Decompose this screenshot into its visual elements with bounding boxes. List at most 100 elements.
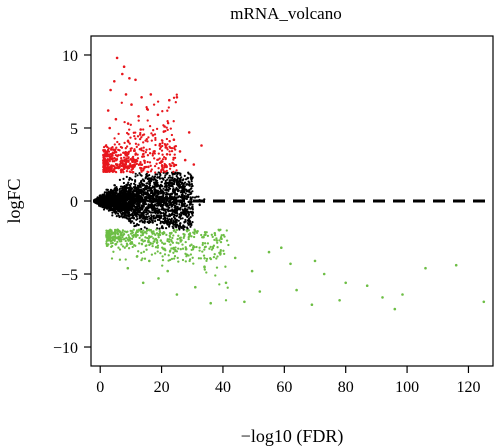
point-not-significant <box>190 185 193 188</box>
point-up-regulated <box>108 160 111 163</box>
point-not-significant <box>178 216 181 219</box>
point-up-regulated <box>141 134 144 137</box>
point-not-significant <box>145 213 148 216</box>
point-not-significant <box>146 218 149 221</box>
point-not-significant <box>164 208 167 211</box>
point-not-significant <box>137 194 140 197</box>
point-up-regulated <box>105 144 108 147</box>
point-not-significant <box>187 210 190 214</box>
point-not-significant <box>118 178 121 181</box>
point-not-significant <box>142 217 146 220</box>
point-not-significant <box>174 225 177 228</box>
point-up-regulated <box>129 147 132 150</box>
point-down-regulated <box>218 239 221 242</box>
point-not-significant <box>191 196 194 199</box>
point-not-significant <box>136 217 139 220</box>
point-not-significant <box>179 177 182 180</box>
point-not-significant <box>178 203 181 206</box>
point-not-significant <box>184 220 187 223</box>
point-not-significant <box>187 213 191 216</box>
point-not-significant <box>177 225 180 228</box>
point-up-regulated <box>116 163 119 166</box>
point-down-regulated <box>162 242 166 246</box>
point-up-regulated <box>147 170 150 174</box>
point-not-significant <box>177 196 180 199</box>
point-up-regulated <box>133 134 136 138</box>
point-up-regulated <box>102 170 105 173</box>
point-up-regulated <box>124 147 127 150</box>
point-not-significant <box>121 193 124 196</box>
point-up-regulated <box>122 156 126 159</box>
point-not-significant <box>163 216 166 219</box>
point-not-significant <box>151 175 154 178</box>
point-not-significant <box>165 191 168 194</box>
point-down-regulated <box>105 242 108 245</box>
point-not-significant <box>176 173 179 176</box>
point-up-regulated <box>105 150 108 153</box>
point-not-significant <box>115 210 118 214</box>
point-up-regulated <box>153 164 157 168</box>
point-not-significant <box>156 207 159 210</box>
point-up-regulated <box>169 146 172 150</box>
point-not-significant <box>157 171 160 174</box>
point-not-significant <box>137 190 140 193</box>
point-down-regulated <box>191 256 194 259</box>
point-not-significant <box>184 188 187 191</box>
point-down-regulated <box>184 240 187 244</box>
point-not-significant <box>107 200 111 203</box>
point-not-significant <box>191 203 194 206</box>
point-not-significant <box>160 184 163 187</box>
point-down-regulated <box>214 274 217 277</box>
point-not-significant <box>158 218 161 222</box>
point-not-significant <box>160 197 163 200</box>
point-not-significant <box>112 209 115 212</box>
point-not-significant <box>198 203 201 207</box>
point-not-significant <box>189 192 192 196</box>
point-up-regulated <box>134 131 137 134</box>
point-not-significant <box>120 215 123 218</box>
point-up-regulated <box>111 169 114 172</box>
point-not-significant <box>152 178 155 181</box>
point-up-regulated <box>165 126 168 129</box>
point-down-regulated <box>122 234 125 237</box>
point-not-significant <box>136 174 139 177</box>
point-up-regulated <box>103 155 106 158</box>
point-up-regulated <box>135 145 138 149</box>
point-not-significant <box>160 226 163 229</box>
point-not-significant <box>129 204 133 207</box>
point-not-significant <box>127 181 130 184</box>
point-up-regulated <box>157 152 160 155</box>
point-up-regulated <box>166 119 169 123</box>
point-not-significant <box>156 218 159 221</box>
point-not-significant <box>150 199 153 202</box>
point-not-significant <box>176 184 179 187</box>
point-not-significant <box>109 196 112 199</box>
point-not-significant <box>125 186 128 189</box>
point-not-significant <box>177 226 181 230</box>
point-up-regulated <box>175 169 178 172</box>
point-not-significant <box>186 222 190 225</box>
point-up-regulated <box>120 164 123 168</box>
point-not-significant <box>177 181 180 184</box>
point-down-regulated <box>203 248 206 251</box>
point-up-regulated <box>114 170 118 174</box>
point-not-significant <box>122 181 125 185</box>
point-not-significant <box>165 201 168 204</box>
point-not-significant <box>156 214 159 217</box>
point-not-significant <box>181 217 184 220</box>
point-up-regulated <box>145 148 148 151</box>
point-up-regulated <box>137 119 140 122</box>
point-not-significant <box>173 209 176 212</box>
point-up-regulated <box>160 149 164 152</box>
point-up-regulated <box>148 147 151 151</box>
point-not-significant <box>140 180 143 183</box>
point-down-regulated <box>223 252 226 256</box>
point-not-significant <box>159 212 162 215</box>
point-not-significant <box>134 172 137 175</box>
point-up-regulated <box>140 149 143 152</box>
point-not-significant <box>166 178 169 181</box>
point-up-regulated <box>110 156 114 160</box>
point-down-regulated <box>130 237 134 240</box>
point-not-significant <box>122 188 125 191</box>
point-not-significant <box>125 175 128 178</box>
